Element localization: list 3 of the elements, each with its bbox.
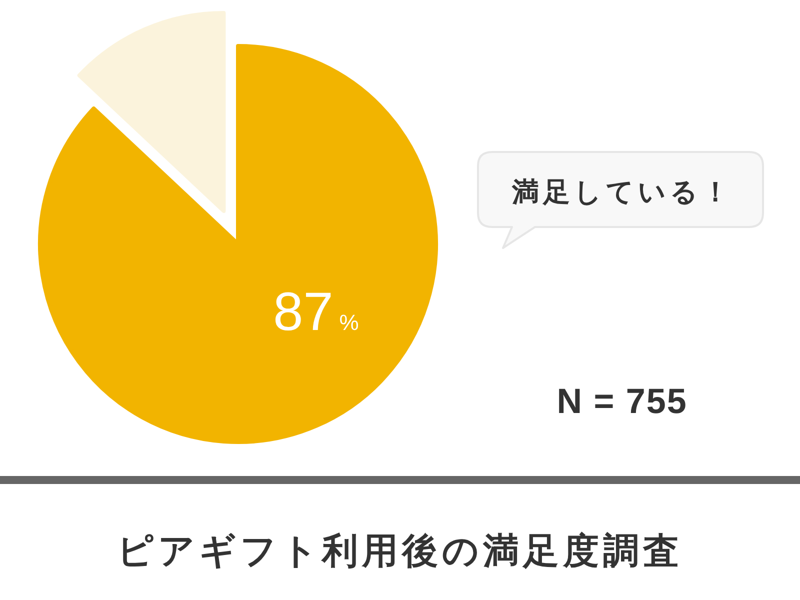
annotation: N = 755 — [556, 382, 688, 421]
title: ピアギフト利用後の満足度調査 — [117, 530, 683, 571]
annotation: 満足している！ — [512, 177, 733, 207]
